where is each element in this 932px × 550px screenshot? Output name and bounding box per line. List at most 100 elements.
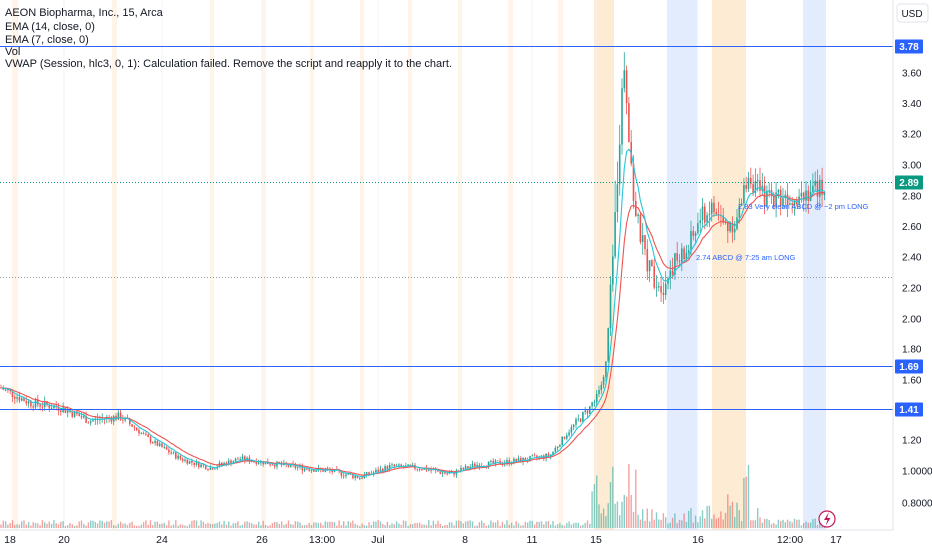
candle-body [710, 202, 713, 215]
candle-body [676, 253, 678, 261]
volume-bar [324, 521, 326, 528]
volume-bar [793, 518, 796, 528]
price-badge [895, 359, 923, 374]
candle-body [253, 461, 255, 463]
volume-bar [607, 503, 609, 528]
candle-body [30, 401, 32, 407]
volume-bar [264, 524, 267, 528]
volume-bar [384, 525, 386, 528]
volume-bar [377, 520, 379, 528]
candle-body [296, 467, 299, 469]
volume-bar [609, 482, 612, 528]
time-tick-label: 18 [4, 534, 16, 546]
horizontal-levels[interactable] [0, 46, 893, 410]
legend-volume[interactable]: Vol [5, 46, 20, 58]
price-tick-label: 3.20 [902, 130, 922, 141]
session-band-extended [12, 0, 18, 530]
legend-symbol-title[interactable]: AEON Biopharma, Inc., 15, Arca [5, 7, 164, 19]
candle-body [400, 464, 402, 467]
volume-bar [386, 521, 389, 528]
volume-bar [11, 520, 14, 528]
price-axis-ticks: 3.60 3.40 3.20 3.00 2.80 2.60 2.40 2.20 2.00 1.80… [902, 69, 932, 510]
volume-bar [159, 523, 161, 528]
volume-bar [322, 525, 324, 528]
volume-bar [57, 524, 60, 528]
volume-bar [80, 520, 83, 528]
volume-bar [469, 520, 471, 528]
candle-body [464, 466, 467, 470]
candle-body [540, 455, 543, 457]
annotation-abcd-afternoon[interactable]: 2.83 Very clean ABCD @ ~2 pm LONG [738, 202, 869, 211]
volume-bar [216, 522, 218, 528]
candle-body [147, 434, 149, 437]
candle-body [508, 460, 511, 464]
candle-body [39, 404, 41, 407]
volume-bar [430, 525, 432, 528]
candle-body [605, 361, 607, 377]
volume-bar [53, 520, 55, 528]
candle-body [561, 436, 563, 446]
annotation-abcd-morning[interactable]: 2.74 ABCD @ 7:25 am LONG [696, 253, 795, 262]
volume-bar [706, 506, 708, 528]
candle-body [697, 222, 699, 234]
candle-body [78, 413, 80, 417]
volume-bar [784, 522, 786, 528]
volume-bar [563, 525, 566, 528]
candle-body [462, 467, 465, 470]
volume-bar [729, 505, 731, 528]
volume-bar [720, 511, 722, 528]
volume-bar [483, 522, 485, 528]
volume-bar [262, 520, 264, 528]
volume-bar [665, 517, 667, 528]
candle-body [269, 464, 271, 465]
volume-bar [198, 525, 200, 528]
volume-bar [630, 494, 632, 528]
volume-bar [7, 524, 9, 528]
volume-bar [234, 523, 237, 528]
volume-bar [126, 525, 129, 528]
price-badge-label: 1.41 [899, 405, 919, 416]
volume-bar [453, 525, 455, 528]
candle-body [193, 462, 195, 465]
volume-bar [782, 519, 784, 528]
volume-bar [527, 522, 529, 528]
volume-bar [697, 522, 699, 528]
candle-body [398, 464, 400, 466]
time-tick-label: 13:00 [309, 534, 335, 546]
volume-bar [437, 520, 439, 528]
price-tick-label: 1.60 [902, 376, 922, 387]
legend-ema7[interactable]: EMA (7, close, 0) [5, 34, 89, 46]
legend-ema14[interactable]: EMA (14, close, 0) [5, 21, 95, 33]
volume-bar [106, 521, 108, 528]
volume-bar [448, 522, 451, 528]
candle-body [437, 470, 439, 472]
candle-body [513, 458, 515, 464]
candle-body [71, 412, 74, 417]
legend-vwap-error[interactable]: VWAP (Session, hlc3, 0, 1): Calculation … [5, 58, 452, 70]
volume-bar [347, 521, 349, 528]
volume-bar [4, 521, 7, 528]
volume-bar [87, 522, 90, 528]
volume-bar [193, 520, 195, 528]
volume-bar [244, 521, 246, 528]
candle-body [53, 405, 55, 409]
volume-bar [221, 524, 223, 528]
candle-body [671, 270, 674, 275]
lightning-icon[interactable] [818, 510, 836, 528]
volume-bar [780, 520, 782, 528]
currency-button[interactable] [896, 3, 929, 23]
volume-bar [566, 522, 568, 528]
candle-body [660, 286, 662, 293]
candle-body [322, 469, 324, 472]
volume-bar [481, 520, 483, 528]
price-tick-label: 2.80 [902, 192, 922, 203]
candle-body [7, 389, 9, 391]
volume-bar [389, 525, 391, 528]
price-badge [895, 402, 923, 417]
candle-body [138, 430, 140, 434]
volume-bar [508, 524, 510, 528]
candle-body [177, 455, 179, 459]
candle-body [789, 203, 791, 205]
candle-body [223, 462, 225, 465]
